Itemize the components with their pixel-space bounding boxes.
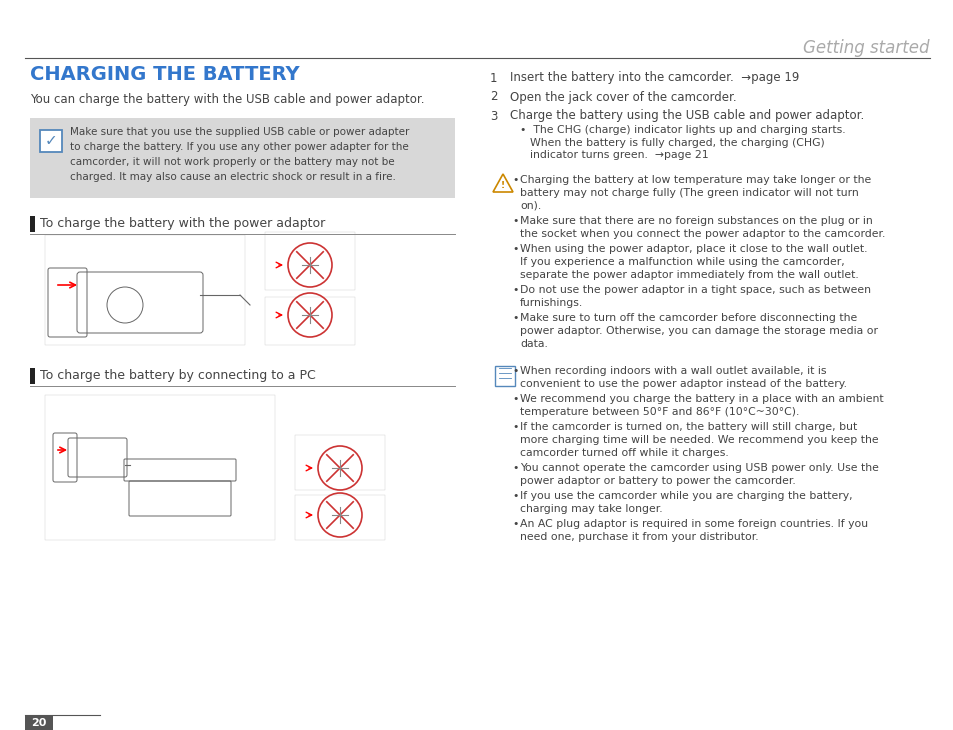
Text: •: • (512, 366, 517, 376)
Text: Getting started: Getting started (802, 39, 929, 57)
Text: Charge the battery using the USB cable and power adaptor.: Charge the battery using the USB cable a… (510, 110, 863, 123)
Bar (495, 366, 515, 386)
Text: 1: 1 (490, 72, 497, 85)
Text: furnishings.: furnishings. (519, 298, 582, 308)
Text: •  The CHG (charge) indicator lights up and charging starts.: • The CHG (charge) indicator lights up a… (519, 125, 844, 135)
FancyBboxPatch shape (294, 435, 385, 490)
Text: Insert the battery into the camcorder.  →page 19: Insert the battery into the camcorder. →… (510, 72, 799, 85)
Polygon shape (493, 174, 513, 192)
Text: •: • (512, 394, 517, 404)
Text: You can charge the battery with the USB cable and power adaptor.: You can charge the battery with the USB … (30, 93, 424, 107)
Text: If you experience a malfunction while using the camcorder,: If you experience a malfunction while us… (519, 257, 843, 267)
Bar (30, 118, 455, 198)
Text: Make sure to turn off the camcorder before disconnecting the: Make sure to turn off the camcorder befo… (519, 313, 857, 323)
Text: Make sure that there are no foreign substances on the plug or in: Make sure that there are no foreign subs… (519, 216, 872, 226)
FancyBboxPatch shape (265, 232, 355, 290)
Text: •: • (512, 422, 517, 432)
Text: 3: 3 (490, 110, 497, 123)
Text: CHARGING THE BATTERY: CHARGING THE BATTERY (30, 66, 299, 85)
Text: We recommend you charge the battery in a place with an ambient: We recommend you charge the battery in a… (519, 394, 882, 404)
Text: indicator turns green.  →page 21: indicator turns green. →page 21 (530, 150, 708, 160)
Text: •: • (512, 216, 517, 226)
FancyBboxPatch shape (294, 495, 385, 540)
Text: camcorder, it will not work properly or the battery may not be: camcorder, it will not work properly or … (70, 157, 395, 167)
Text: If you use the camcorder while you are charging the battery,: If you use the camcorder while you are c… (519, 491, 852, 501)
Text: An AC plug adaptor is required in some foreign countries. If you: An AC plug adaptor is required in some f… (519, 519, 867, 529)
Text: •: • (512, 313, 517, 323)
FancyBboxPatch shape (45, 395, 274, 540)
Text: •: • (512, 175, 517, 185)
Text: •: • (512, 491, 517, 501)
Text: Do not use the power adaptor in a tight space, such as between: Do not use the power adaptor in a tight … (519, 285, 870, 295)
Text: battery may not charge fully (The green indicator will not turn: battery may not charge fully (The green … (519, 188, 858, 198)
Bar (25, 716, 53, 730)
Bar (30, 368, 35, 384)
Text: •: • (512, 285, 517, 295)
Text: When recording indoors with a wall outlet available, it is: When recording indoors with a wall outle… (519, 366, 825, 376)
FancyBboxPatch shape (45, 235, 245, 345)
Text: 20: 20 (31, 718, 47, 728)
Text: •: • (512, 519, 517, 529)
Text: the socket when you connect the power adaptor to the camcorder.: the socket when you connect the power ad… (519, 229, 884, 239)
Text: data.: data. (519, 339, 547, 349)
Text: Open the jack cover of the camcorder.: Open the jack cover of the camcorder. (510, 91, 736, 104)
Text: 2: 2 (490, 91, 497, 104)
Text: to charge the battery. If you use any other power adapter for the: to charge the battery. If you use any ot… (70, 142, 408, 152)
Text: separate the power adaptor immediately from the wall outlet.: separate the power adaptor immediately f… (519, 270, 858, 280)
Text: When using the power adaptor, place it close to the wall outlet.: When using the power adaptor, place it c… (519, 244, 866, 254)
Bar (30, 216, 35, 232)
Text: •: • (512, 244, 517, 254)
Text: When the battery is fully charged, the charging (CHG): When the battery is fully charged, the c… (530, 138, 824, 148)
Text: more charging time will be needed. We recommend you keep the: more charging time will be needed. We re… (519, 435, 878, 445)
Text: Charging the battery at low temperature may take longer or the: Charging the battery at low temperature … (519, 175, 870, 185)
Text: •: • (512, 463, 517, 473)
Text: power adaptor or battery to power the camcorder.: power adaptor or battery to power the ca… (519, 476, 795, 486)
Text: To charge the battery by connecting to a PC: To charge the battery by connecting to a… (40, 369, 315, 383)
Text: on).: on). (519, 201, 540, 211)
FancyBboxPatch shape (265, 297, 355, 345)
Text: ✓: ✓ (45, 134, 57, 148)
Text: need one, purchase it from your distributor.: need one, purchase it from your distribu… (519, 532, 758, 542)
Text: charged. It may also cause an electric shock or result in a fire.: charged. It may also cause an electric s… (70, 172, 395, 182)
Text: !: ! (500, 180, 504, 190)
Text: camcorder turned off while it charges.: camcorder turned off while it charges. (519, 448, 728, 458)
Text: To charge the battery with the power adaptor: To charge the battery with the power ada… (40, 218, 325, 231)
Text: temperature between 50°F and 86°F (10°C~30°C).: temperature between 50°F and 86°F (10°C~… (519, 407, 799, 417)
Text: Make sure that you use the supplied USB cable or power adapter: Make sure that you use the supplied USB … (70, 127, 409, 137)
Text: convenient to use the power adaptor instead of the battery.: convenient to use the power adaptor inst… (519, 379, 846, 389)
Text: power adaptor. Otherwise, you can damage the storage media or: power adaptor. Otherwise, you can damage… (519, 326, 877, 336)
Text: If the camcorder is turned on, the battery will still charge, but: If the camcorder is turned on, the batte… (519, 422, 857, 432)
Text: charging may take longer.: charging may take longer. (519, 504, 662, 514)
Text: You cannot operate the camcorder using USB power only. Use the: You cannot operate the camcorder using U… (519, 463, 878, 473)
Bar (40, 130, 62, 152)
